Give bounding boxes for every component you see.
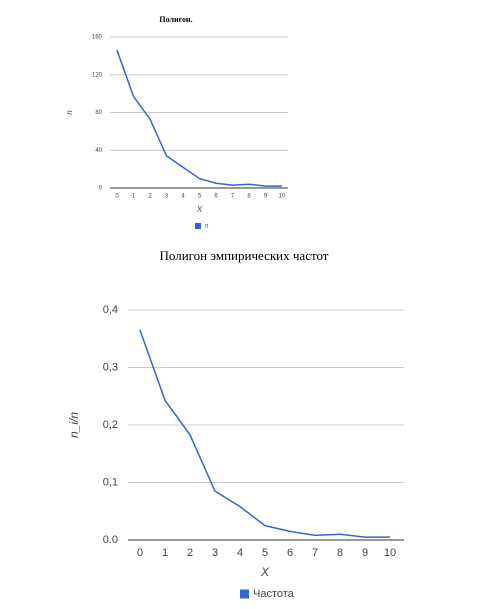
x-tick-label: 5 (198, 194, 202, 200)
x-tick-label: 8 (247, 194, 251, 200)
x-tick-label: 9 (264, 194, 268, 200)
y-tick-label: 0,4 (103, 304, 118, 316)
x-tick-label: 0 (115, 194, 119, 200)
y-tick-label: 0,2 (103, 419, 118, 431)
y-tick-label: 0,3 (103, 361, 118, 373)
legend-swatch (240, 589, 249, 599)
x-tick-label: 3 (165, 194, 169, 200)
x-tick-label: 10 (384, 547, 396, 559)
x-tick-label: 4 (237, 547, 243, 559)
y-tick-label: 0,1 (103, 476, 118, 488)
chart-title: Полигон эмпирических частот (160, 248, 329, 263)
x-tick-label: 0 (137, 547, 143, 559)
y-tick-label: 0.0 (103, 534, 118, 546)
line-series (116, 49, 282, 187)
legend-label: Частота (253, 588, 295, 600)
x-tick-label: 6 (214, 194, 218, 200)
x-tick-label: 5 (262, 547, 268, 559)
x-axis-label: X (196, 205, 203, 214)
x-tick-label: 10 (279, 194, 286, 200)
y-tick-label: 40 (95, 148, 102, 154)
x-tick-label: 9 (362, 547, 368, 559)
legend-label: n (205, 224, 208, 230)
chart-title: Полигон. (159, 15, 192, 24)
y-tick-label: 80 (95, 110, 102, 116)
x-tick-label: 1 (132, 194, 136, 200)
x-axis-label: X (260, 565, 270, 579)
legend-swatch (195, 223, 201, 229)
x-tick-label: 7 (231, 194, 235, 200)
y-axis-label: n_i/n (67, 412, 81, 438)
x-tick-label: 3 (212, 547, 218, 559)
x-tick-label: 7 (312, 547, 318, 559)
x-tick-label: 6 (287, 547, 293, 559)
line-series (139, 329, 390, 538)
y-axis-label: n (65, 110, 74, 115)
y-tick-label: 120 (92, 72, 103, 78)
x-tick-label: 2 (187, 547, 193, 559)
x-tick-label: 1 (162, 547, 168, 559)
x-tick-label: 2 (148, 194, 152, 200)
x-tick-label: 4 (181, 194, 185, 200)
y-tick-label: 0 (99, 186, 103, 192)
y-tick-label: 160 (92, 35, 103, 41)
x-tick-label: 8 (337, 547, 343, 559)
